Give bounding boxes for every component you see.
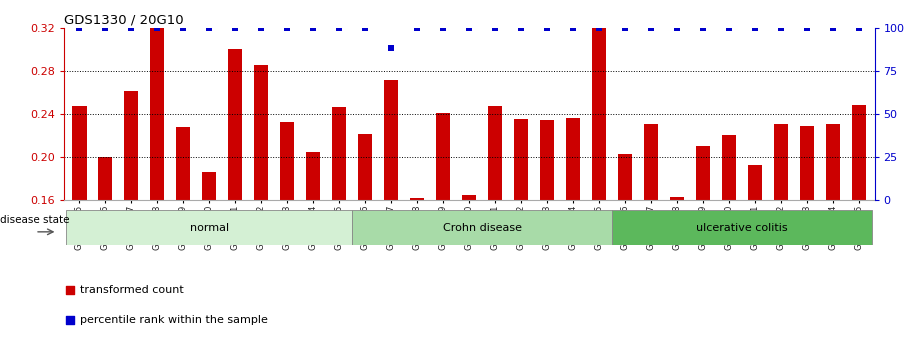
Point [332, 25, 346, 30]
Bar [748, 165, 763, 200]
Point [384, 46, 398, 51]
Bar [228, 49, 242, 200]
Text: Crohn disease: Crohn disease [443, 223, 522, 233]
Bar [612, 210, 872, 245]
Bar [618, 154, 632, 200]
Point [72, 25, 87, 30]
Bar [696, 146, 711, 200]
Text: transformed count: transformed count [80, 285, 184, 295]
Bar [72, 106, 87, 200]
Bar [280, 122, 294, 200]
Bar [773, 124, 788, 200]
Bar [150, 28, 165, 200]
Point [514, 25, 528, 30]
Bar [462, 195, 476, 200]
Text: percentile rank within the sample: percentile rank within the sample [80, 315, 268, 325]
Bar [353, 210, 612, 245]
Bar [254, 65, 269, 200]
Point [176, 25, 190, 30]
Point [540, 25, 555, 30]
Bar [98, 157, 112, 200]
Point [202, 25, 217, 30]
Point [410, 25, 425, 30]
Bar [540, 120, 554, 200]
Point [800, 25, 814, 30]
Point [670, 25, 684, 30]
Bar [67, 210, 353, 245]
Bar [436, 113, 450, 200]
Bar [566, 118, 580, 200]
Bar [202, 172, 217, 200]
Text: ulcerative colitis: ulcerative colitis [696, 223, 788, 233]
Point [722, 25, 736, 30]
Bar [333, 107, 346, 200]
Point [358, 25, 373, 30]
Bar [124, 91, 138, 200]
Bar [800, 126, 814, 200]
Point [254, 25, 269, 30]
Bar [514, 119, 528, 200]
Point [280, 25, 294, 30]
Point [306, 25, 321, 30]
Bar [306, 151, 321, 200]
Text: GDS1330 / 20G10: GDS1330 / 20G10 [64, 13, 183, 27]
Bar [358, 134, 373, 200]
Text: disease state: disease state [0, 215, 70, 225]
Point [644, 25, 659, 30]
Point [462, 25, 476, 30]
Point [389, 108, 404, 113]
Point [566, 25, 580, 30]
Bar [722, 136, 736, 200]
Bar [384, 80, 398, 200]
Text: normal: normal [189, 223, 229, 233]
Point [773, 25, 788, 30]
Bar [670, 197, 684, 200]
Point [124, 25, 138, 30]
Point [228, 25, 242, 30]
Bar [826, 124, 840, 200]
Bar [852, 105, 866, 200]
Bar [592, 28, 606, 200]
Bar [176, 127, 190, 200]
Bar [644, 124, 659, 200]
Point [825, 25, 840, 30]
Point [618, 25, 632, 30]
Bar [488, 106, 502, 200]
Point [696, 25, 711, 30]
Bar [410, 198, 425, 200]
Point [98, 25, 113, 30]
Point [852, 25, 866, 30]
Point [150, 25, 165, 30]
Point [748, 25, 763, 30]
Point [435, 25, 450, 30]
Point [488, 25, 503, 30]
Point [592, 25, 607, 30]
